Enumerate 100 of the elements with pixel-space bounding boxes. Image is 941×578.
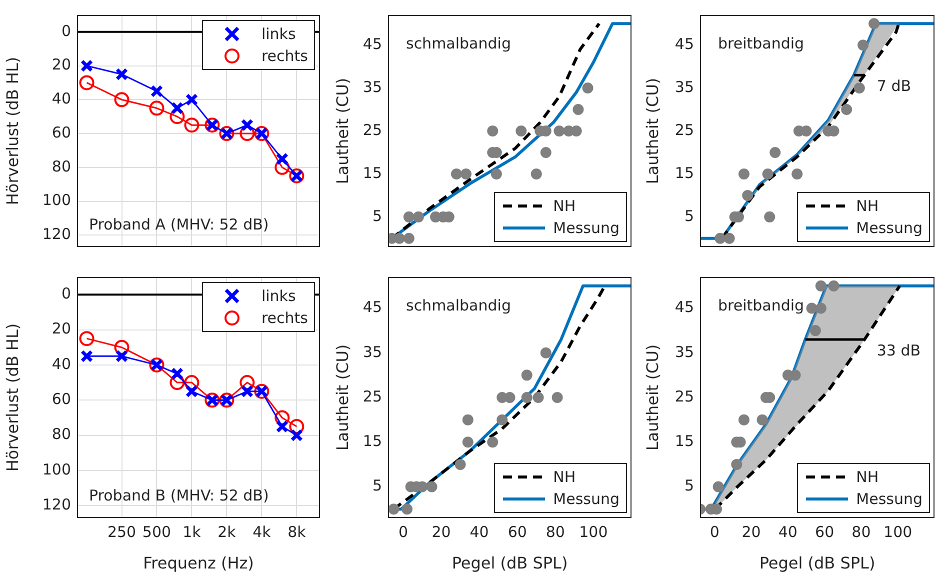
- annotation: schmalbandig: [406, 296, 511, 314]
- y-tick-label: 35: [362, 342, 382, 361]
- x-tick-label: 20: [432, 522, 451, 541]
- y-tick-label: 15: [362, 432, 382, 450]
- point: [487, 436, 498, 448]
- y-tick-label: 5: [372, 476, 382, 495]
- y-tick-label: 20: [52, 320, 71, 338]
- y-axis-title: Lautheit (CU): [332, 78, 352, 184]
- point: [572, 104, 584, 116]
- point: [530, 168, 542, 180]
- y-tick-label: 45: [362, 298, 382, 316]
- y-tick-label: 60: [52, 390, 71, 408]
- y-axis-title: Lautheit (CU): [642, 344, 662, 451]
- y-tick-label: 120: [42, 225, 71, 244]
- y-tick-label: 35: [362, 78, 382, 96]
- annotation: 33 dB: [876, 341, 921, 360]
- point: [454, 458, 466, 470]
- point: [858, 40, 869, 51]
- x-tick-label: 80: [852, 522, 871, 541]
- y-tick-label: 25: [362, 120, 382, 139]
- point: [552, 392, 563, 403]
- y-tick-label: 40: [52, 90, 71, 108]
- y-tick-label: 45: [674, 298, 694, 316]
- x-tick-label: 4k: [252, 522, 272, 541]
- point: [462, 436, 474, 448]
- point: [388, 504, 400, 515]
- point: [828, 280, 840, 292]
- point: [770, 146, 781, 158]
- y-tick-label: 40: [52, 354, 71, 373]
- annotation: breitbandig: [718, 34, 804, 52]
- y-tick-label: 5: [372, 206, 382, 225]
- point: [412, 211, 424, 222]
- x-axis-title: Pegel (dB SPL): [452, 554, 568, 573]
- point: [426, 481, 438, 492]
- y-tick-label: 0: [61, 284, 71, 302]
- point: [762, 168, 774, 180]
- legend-label: Messung: [856, 219, 922, 237]
- point: [521, 370, 532, 381]
- point: [540, 146, 552, 158]
- point: [724, 232, 735, 244]
- point: [582, 82, 594, 94]
- y-tick-label: 5: [684, 476, 694, 495]
- x-tick-label: 80: [546, 522, 565, 541]
- legend-label: Messung: [553, 219, 620, 237]
- x-tick-label: 60: [815, 522, 834, 541]
- y-tick-label: 35: [674, 78, 694, 96]
- y-tick-label: 25: [362, 387, 382, 406]
- y-axis-title: Lautheit (CU): [332, 344, 352, 451]
- legend-label: rechts: [261, 47, 308, 65]
- x-tick-label: 20: [742, 522, 761, 541]
- x-tick-label: 40: [778, 522, 798, 541]
- legend-label: Messung: [553, 490, 620, 508]
- point: [450, 168, 462, 180]
- point: [841, 104, 852, 116]
- legend-label: NH: [553, 197, 576, 215]
- legend-label: Messung: [856, 490, 922, 508]
- point: [540, 347, 552, 358]
- point: [756, 414, 768, 426]
- point: [714, 232, 726, 244]
- point: [521, 392, 532, 403]
- point: [731, 458, 742, 470]
- x-tick-label: 40: [470, 522, 489, 541]
- x-tick-label: 8k: [288, 522, 306, 541]
- y-axis-title: Lautheit (CU): [642, 78, 662, 184]
- y-tick-label: 15: [362, 164, 382, 182]
- y-tick-label: 0: [61, 22, 71, 40]
- y-tick-label: 80: [52, 157, 71, 176]
- y-tick-label: 100: [42, 460, 71, 478]
- x-tick-label: 500: [142, 522, 172, 541]
- x-axis-title: Pegel (dB SPL): [759, 554, 876, 573]
- y-tick-label: 120: [42, 496, 71, 514]
- point: [738, 168, 750, 180]
- y-tick-label: 100: [42, 191, 71, 210]
- point: [792, 168, 803, 180]
- y-tick-label: 25: [674, 387, 694, 406]
- y-tick-label: 35: [674, 342, 694, 361]
- point: [402, 504, 413, 515]
- point: [738, 414, 750, 426]
- point: [496, 414, 508, 426]
- y-tick-label: 80: [52, 425, 71, 444]
- annotation: Proband A (MHV: 52 dB): [89, 215, 269, 234]
- y-tick-label: 45: [362, 34, 382, 53]
- point: [742, 190, 754, 201]
- x-tick-label: 60: [508, 522, 527, 541]
- point: [815, 280, 826, 292]
- y-tick-label: 25: [674, 120, 694, 139]
- annotation: Proband B (MHV: 52 dB): [89, 486, 269, 504]
- x-tick-label: 250: [107, 522, 136, 541]
- point: [810, 325, 821, 336]
- legend-label: NH: [856, 468, 879, 486]
- point: [815, 302, 826, 314]
- x-tick-label: 0: [710, 522, 720, 541]
- point: [403, 211, 414, 222]
- y-axis-title: Hörverlust (dB HL): [2, 56, 22, 206]
- point: [403, 232, 414, 244]
- y-tick-label: 15: [674, 164, 694, 182]
- x-tick-label: 2k: [218, 522, 236, 541]
- legend-label: links: [261, 25, 296, 43]
- annotation: breitbandig: [718, 296, 804, 314]
- point: [462, 414, 474, 426]
